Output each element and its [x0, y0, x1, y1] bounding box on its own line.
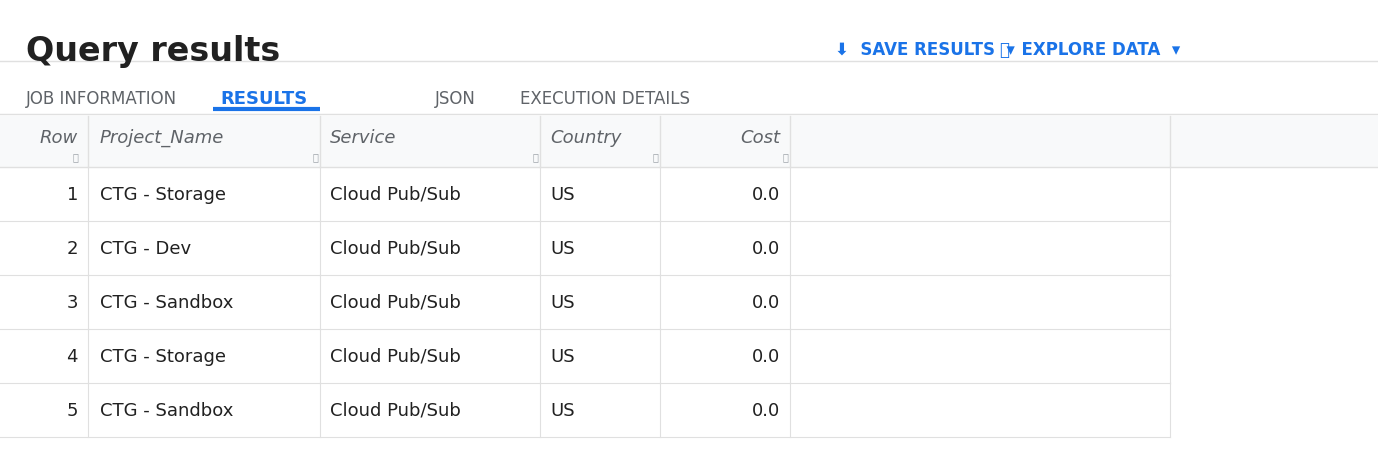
- Text: US: US: [550, 401, 575, 419]
- Text: Cost: Cost: [740, 129, 780, 147]
- Text: ⤕: ⤕: [532, 152, 537, 161]
- Text: CTG - Sandbox: CTG - Sandbox: [101, 293, 233, 311]
- Text: JSON: JSON: [435, 90, 475, 108]
- Text: Cloud Pub/Sub: Cloud Pub/Sub: [329, 239, 460, 258]
- Text: US: US: [550, 186, 575, 203]
- Text: CTG - Sandbox: CTG - Sandbox: [101, 401, 233, 419]
- Text: EXECUTION DETAILS: EXECUTION DETAILS: [520, 90, 690, 108]
- Text: 4: 4: [66, 347, 79, 365]
- Text: US: US: [550, 347, 575, 365]
- Text: JOB INFORMATION: JOB INFORMATION: [26, 90, 178, 108]
- Text: ⤕: ⤕: [72, 152, 79, 161]
- Text: 2: 2: [66, 239, 79, 258]
- Text: 5: 5: [66, 401, 79, 419]
- Text: ⤕: ⤕: [652, 152, 659, 161]
- Text: Service: Service: [329, 129, 397, 147]
- Text: US: US: [550, 293, 575, 311]
- Text: Query results: Query results: [26, 35, 280, 68]
- Text: ⤕: ⤕: [313, 152, 318, 161]
- Text: Cloud Pub/Sub: Cloud Pub/Sub: [329, 186, 460, 203]
- Text: 0.0: 0.0: [752, 293, 780, 311]
- Text: 1: 1: [66, 186, 79, 203]
- Text: 0.0: 0.0: [752, 186, 780, 203]
- Text: 0.0: 0.0: [752, 401, 780, 419]
- Text: 📊  EXPLORE DATA  ▾: 📊 EXPLORE DATA ▾: [1000, 41, 1180, 59]
- Text: Cloud Pub/Sub: Cloud Pub/Sub: [329, 401, 460, 419]
- Text: Row: Row: [40, 129, 79, 147]
- Text: Project_Name: Project_Name: [101, 129, 225, 147]
- Text: CTG - Storage: CTG - Storage: [101, 186, 226, 203]
- Text: CTG - Storage: CTG - Storage: [101, 347, 226, 365]
- Text: 0.0: 0.0: [752, 239, 780, 258]
- Text: 3: 3: [66, 293, 79, 311]
- Text: CTG - Dev: CTG - Dev: [101, 239, 192, 258]
- Text: US: US: [550, 239, 575, 258]
- Text: ⤕: ⤕: [783, 152, 788, 161]
- Text: Cloud Pub/Sub: Cloud Pub/Sub: [329, 293, 460, 311]
- Bar: [0, 117, 1378, 168]
- Text: RESULTS: RESULTS: [220, 90, 307, 108]
- Text: 0.0: 0.0: [752, 347, 780, 365]
- Text: Country: Country: [550, 129, 621, 147]
- Text: ⬇  SAVE RESULTS  ▾: ⬇ SAVE RESULTS ▾: [835, 41, 1014, 59]
- Text: Cloud Pub/Sub: Cloud Pub/Sub: [329, 347, 460, 365]
